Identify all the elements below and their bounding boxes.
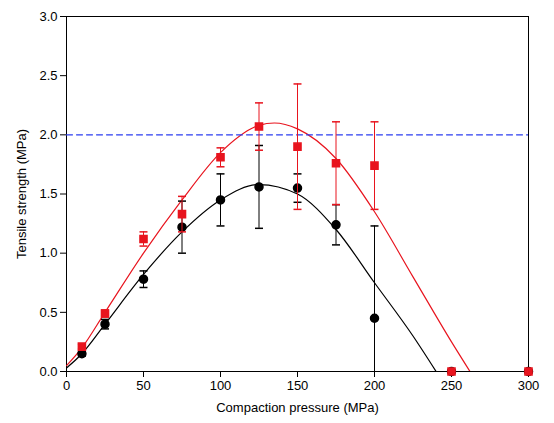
svg-text:0: 0: [63, 378, 70, 393]
svg-text:300: 300: [518, 378, 540, 393]
svg-text:50: 50: [136, 378, 150, 393]
svg-text:250: 250: [441, 378, 463, 393]
svg-text:Tensile strength (MPa): Tensile strength (MPa): [14, 129, 29, 259]
svg-text:1.0: 1.0: [39, 245, 57, 260]
svg-text:3.0: 3.0: [39, 9, 57, 24]
svg-text:Compaction pressure (MPa): Compaction pressure (MPa): [216, 400, 379, 415]
svg-text:0.0: 0.0: [39, 364, 57, 379]
svg-text:100: 100: [210, 378, 232, 393]
svg-text:200: 200: [364, 378, 386, 393]
svg-text:1.5: 1.5: [39, 186, 57, 201]
svg-text:2.5: 2.5: [39, 68, 57, 83]
svg-text:0.5: 0.5: [39, 304, 57, 319]
svg-text:150: 150: [287, 378, 309, 393]
svg-text:2.0: 2.0: [39, 127, 57, 142]
